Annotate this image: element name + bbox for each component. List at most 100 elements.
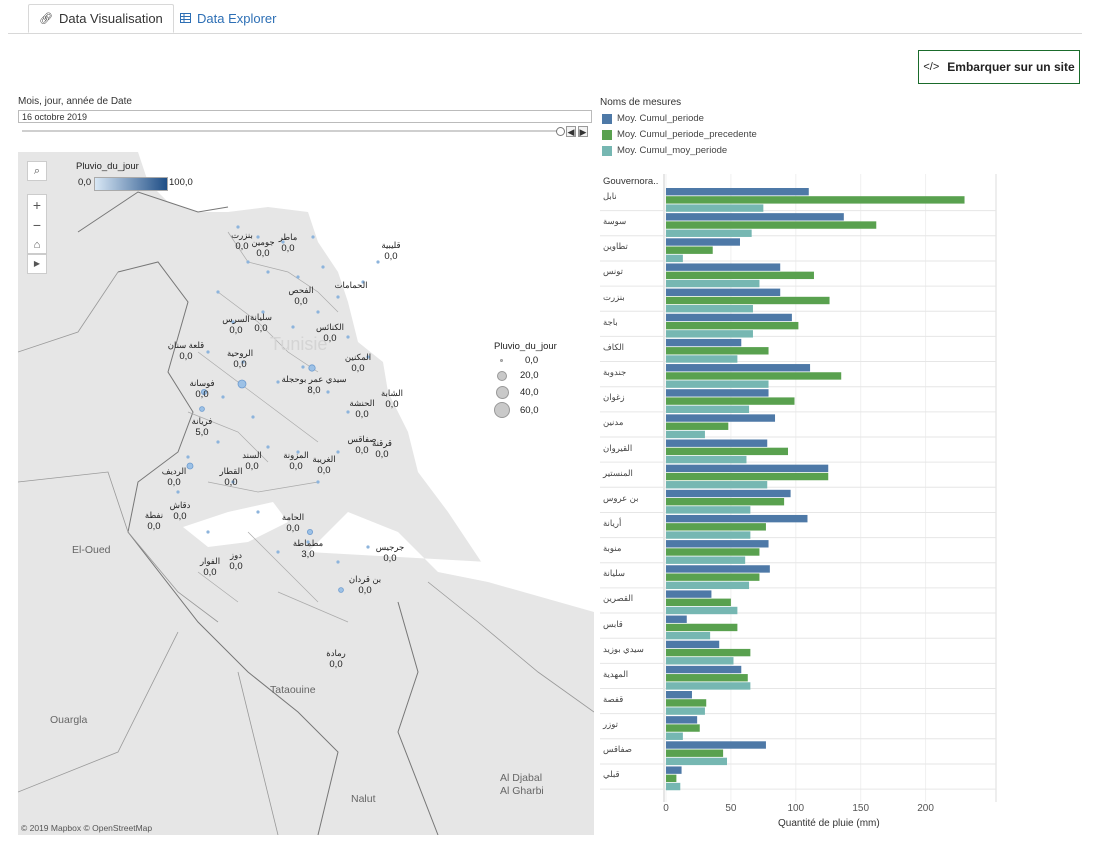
bar[interactable] [666, 623, 738, 632]
map-place-label[interactable]: رمادة 0,0 [326, 648, 346, 670]
map-place-label[interactable]: سليانة 0,0 [250, 312, 272, 334]
bar[interactable] [666, 364, 811, 372]
search-map-button[interactable]: ⌕ [27, 161, 47, 181]
bar[interactable] [666, 321, 799, 330]
map-place-label[interactable]: دوز 0,0 [229, 550, 242, 572]
bar[interactable] [666, 288, 781, 296]
bar[interactable] [666, 615, 687, 623]
bar[interactable] [666, 204, 764, 212]
bar[interactable] [666, 196, 965, 204]
bar[interactable] [666, 330, 753, 338]
bar[interactable] [666, 531, 751, 539]
bar[interactable] [666, 414, 776, 422]
map-place-label[interactable]: بنزرت 0,0 [231, 230, 253, 252]
prev-date-button[interactable]: ◀ [566, 126, 576, 137]
bar[interactable] [666, 556, 746, 564]
map-place-label[interactable]: بن قردان 0,0 [349, 574, 381, 596]
bar[interactable] [666, 573, 760, 581]
map-place-label[interactable]: فريانة 5,0 [192, 416, 213, 438]
map-place-label[interactable]: دقاش 0,0 [170, 500, 191, 522]
bar[interactable] [666, 422, 729, 430]
map-place-label[interactable]: جرجيس 0,0 [376, 542, 405, 564]
map-place-label[interactable]: القطار 0,0 [220, 466, 243, 488]
next-date-button[interactable]: ▶ [578, 126, 588, 137]
bar[interactable] [666, 464, 829, 473]
bar[interactable] [666, 766, 682, 774]
bar[interactable] [666, 548, 760, 556]
map-place-label[interactable]: الغريبة 0,0 [312, 454, 335, 476]
bar[interactable] [666, 707, 705, 715]
bar[interactable] [666, 405, 750, 413]
legend-item[interactable]: Moy. Cumul_periode [602, 113, 704, 124]
bar[interactable] [666, 540, 769, 548]
bar[interactable] [666, 598, 731, 606]
map-place-label[interactable]: قلعة سنان 0,0 [168, 340, 204, 362]
map-view[interactable]: Tunisie El-Oued Ouargla Tataouine Nalut … [18, 152, 594, 835]
bar[interactable] [666, 716, 698, 724]
bar[interactable] [666, 472, 829, 481]
map-place-label[interactable]: فوسانة 0,0 [189, 378, 214, 400]
map-place-label[interactable]: قرقنة 0,0 [372, 438, 392, 460]
bar[interactable] [666, 439, 768, 447]
bar[interactable] [666, 263, 781, 271]
bar[interactable] [666, 691, 692, 699]
bar[interactable] [666, 355, 738, 363]
bar[interactable] [666, 372, 842, 380]
bar[interactable] [666, 347, 769, 355]
zoom-in-button[interactable]: + [32, 197, 42, 213]
map-place-label[interactable]: الحنشة 0,0 [349, 398, 374, 420]
bar[interactable] [666, 397, 795, 405]
map-place-label[interactable]: الحمامات [334, 280, 367, 291]
bar[interactable] [666, 648, 751, 657]
map-place-label[interactable]: قليبية 0,0 [381, 240, 400, 262]
tab-data-explorer[interactable]: Data Explorer [170, 4, 286, 33]
bar[interactable] [666, 380, 769, 388]
bar[interactable] [666, 782, 681, 791]
map-place-label[interactable]: صفاقس 0,0 [347, 434, 376, 456]
bar[interactable] [666, 188, 809, 196]
bar[interactable] [666, 305, 753, 313]
bar[interactable] [666, 246, 713, 254]
map-place-label[interactable]: ماطر 0,0 [279, 232, 298, 254]
bar[interactable] [666, 430, 705, 439]
map-place-label[interactable]: الفوار 0,0 [200, 556, 220, 578]
bar[interactable] [666, 757, 728, 766]
bar[interactable] [666, 665, 742, 674]
tab-data-visualisation[interactable]: 🔗︎ Data Visualisation [28, 4, 174, 33]
bar[interactable] [666, 699, 707, 707]
bar[interactable] [666, 238, 740, 246]
date-slider-track[interactable] [22, 130, 558, 132]
bar[interactable] [666, 674, 748, 682]
date-slider-thumb[interactable] [556, 127, 565, 136]
bar[interactable] [666, 732, 683, 740]
map-place-label[interactable]: مطماطة 3,0 [293, 538, 323, 560]
bar[interactable] [666, 313, 792, 322]
map-place-label[interactable]: الرديف 0,0 [162, 466, 187, 488]
map-place-label[interactable]: المزونة 0,0 [283, 450, 309, 472]
bar[interactable] [666, 682, 751, 690]
bar[interactable] [666, 279, 760, 288]
map-tools-button[interactable]: ▶ [27, 254, 47, 274]
map-place-label[interactable]: نفطة 0,0 [145, 510, 163, 532]
bar[interactable] [666, 338, 742, 347]
map-place-label[interactable]: الفحص 0,0 [288, 285, 313, 307]
bar[interactable] [666, 514, 808, 523]
map-place-label[interactable]: الشابة 0,0 [381, 388, 403, 410]
home-button[interactable]: ⌂ [28, 235, 46, 255]
bar[interactable] [666, 389, 769, 397]
map-place-label[interactable]: السرس 0,0 [222, 314, 250, 336]
zoom-out-button[interactable]: − [32, 217, 42, 233]
bar[interactable] [666, 447, 789, 456]
bar[interactable] [666, 221, 877, 229]
bar[interactable] [666, 523, 766, 531]
map-place-label[interactable]: الكنائس 0,0 [316, 322, 344, 344]
bar[interactable] [666, 213, 844, 221]
legend-item[interactable]: Moy. Cumul_periode_precedente [602, 129, 757, 140]
map-place-label[interactable]: الحامة 0,0 [282, 512, 304, 534]
bar[interactable] [666, 741, 766, 749]
bar[interactable] [666, 229, 752, 237]
bar[interactable] [666, 506, 751, 514]
map-place-label[interactable]: جومين 0,0 [251, 237, 274, 259]
bar[interactable] [666, 640, 720, 649]
map-place-label[interactable]: الروحية 0,0 [227, 348, 253, 370]
